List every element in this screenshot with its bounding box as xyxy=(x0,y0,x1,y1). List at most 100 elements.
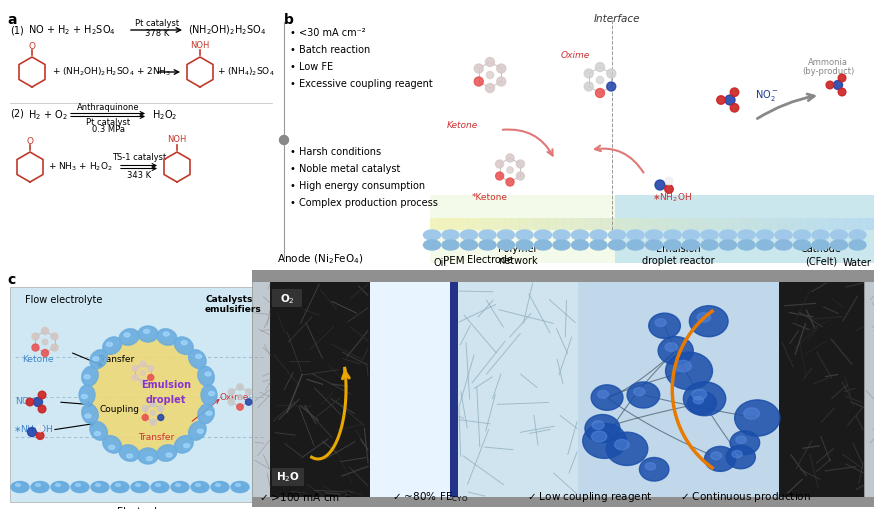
Circle shape xyxy=(725,95,735,105)
Circle shape xyxy=(584,69,593,78)
Ellipse shape xyxy=(794,230,810,240)
Ellipse shape xyxy=(211,482,229,493)
Ellipse shape xyxy=(590,230,607,240)
Ellipse shape xyxy=(553,230,570,240)
Circle shape xyxy=(148,375,154,381)
Text: Cathode
(CFelt): Cathode (CFelt) xyxy=(801,244,842,266)
Ellipse shape xyxy=(812,230,829,240)
Text: • Batch reaction: • Batch reaction xyxy=(290,45,371,55)
Circle shape xyxy=(26,398,34,406)
FancyBboxPatch shape xyxy=(458,281,579,497)
Circle shape xyxy=(655,180,665,190)
Bar xyxy=(519,218,527,230)
Ellipse shape xyxy=(830,240,848,250)
Text: b: b xyxy=(284,13,294,27)
Bar xyxy=(852,218,860,230)
Ellipse shape xyxy=(664,240,681,250)
Bar xyxy=(815,218,823,230)
Circle shape xyxy=(237,404,243,410)
Ellipse shape xyxy=(56,484,60,487)
Ellipse shape xyxy=(719,230,737,240)
Bar xyxy=(563,218,572,230)
Ellipse shape xyxy=(516,240,533,250)
Text: O$_2$: O$_2$ xyxy=(280,292,295,306)
Bar xyxy=(548,218,557,230)
Bar xyxy=(763,218,772,230)
Ellipse shape xyxy=(205,372,212,376)
FancyBboxPatch shape xyxy=(270,281,864,497)
Bar xyxy=(829,218,838,230)
Ellipse shape xyxy=(812,240,829,250)
Ellipse shape xyxy=(235,484,240,487)
Ellipse shape xyxy=(592,431,607,442)
Ellipse shape xyxy=(157,445,177,461)
Circle shape xyxy=(826,81,834,89)
Bar xyxy=(785,218,794,230)
Bar xyxy=(622,218,631,230)
Text: Oxime: Oxime xyxy=(560,50,590,60)
Bar xyxy=(586,218,593,230)
Text: O: O xyxy=(26,136,33,146)
Circle shape xyxy=(32,344,39,351)
Ellipse shape xyxy=(424,230,440,240)
Ellipse shape xyxy=(108,445,114,449)
Text: Pt catalyst: Pt catalyst xyxy=(86,118,130,127)
Ellipse shape xyxy=(163,332,170,336)
Circle shape xyxy=(140,361,146,367)
Ellipse shape xyxy=(479,230,496,240)
Bar xyxy=(756,218,764,230)
Bar xyxy=(859,218,868,230)
Bar xyxy=(733,218,742,230)
Ellipse shape xyxy=(198,404,214,423)
FancyBboxPatch shape xyxy=(272,468,304,486)
FancyBboxPatch shape xyxy=(370,281,450,497)
Ellipse shape xyxy=(11,482,29,493)
Ellipse shape xyxy=(590,240,607,250)
Bar xyxy=(475,218,482,230)
Ellipse shape xyxy=(94,432,101,436)
Bar xyxy=(534,218,542,230)
Ellipse shape xyxy=(719,240,737,250)
Ellipse shape xyxy=(131,482,149,493)
Text: + (NH$_4$)$_2$SO$_4$: + (NH$_4$)$_2$SO$_4$ xyxy=(217,66,274,78)
Text: (2): (2) xyxy=(10,108,24,118)
Bar xyxy=(541,218,550,230)
Ellipse shape xyxy=(143,329,149,333)
Ellipse shape xyxy=(209,391,215,395)
Circle shape xyxy=(228,399,234,405)
Circle shape xyxy=(132,375,138,381)
Bar xyxy=(526,218,535,230)
Bar xyxy=(593,218,601,230)
Ellipse shape xyxy=(51,482,69,493)
Ellipse shape xyxy=(535,230,551,240)
Circle shape xyxy=(595,63,605,71)
Bar xyxy=(711,218,719,230)
Circle shape xyxy=(37,432,44,439)
Circle shape xyxy=(37,425,44,432)
FancyBboxPatch shape xyxy=(430,195,874,263)
Ellipse shape xyxy=(231,482,249,493)
Ellipse shape xyxy=(726,445,755,469)
Text: H$_2$O$_2$: H$_2$O$_2$ xyxy=(152,108,177,122)
Ellipse shape xyxy=(607,432,648,465)
Ellipse shape xyxy=(775,230,792,240)
Circle shape xyxy=(485,83,495,93)
Text: $\checkmark$ >100 mA cm$^{-2}$: $\checkmark$ >100 mA cm$^{-2}$ xyxy=(259,490,351,504)
Ellipse shape xyxy=(849,240,866,250)
Circle shape xyxy=(92,339,204,451)
Bar xyxy=(778,218,787,230)
Ellipse shape xyxy=(736,436,746,443)
Circle shape xyxy=(517,160,524,168)
Ellipse shape xyxy=(442,240,459,250)
Ellipse shape xyxy=(198,366,214,386)
Ellipse shape xyxy=(591,385,623,410)
Bar xyxy=(741,218,749,230)
Ellipse shape xyxy=(138,326,158,342)
Ellipse shape xyxy=(683,240,699,250)
FancyBboxPatch shape xyxy=(578,281,780,497)
Ellipse shape xyxy=(658,336,693,365)
Circle shape xyxy=(51,344,58,351)
Text: 378 K: 378 K xyxy=(145,29,170,38)
Text: $\checkmark$ ~80% FE$_{\mathrm{CYO}}$: $\checkmark$ ~80% FE$_{\mathrm{CYO}}$ xyxy=(392,490,468,504)
Circle shape xyxy=(238,394,243,400)
